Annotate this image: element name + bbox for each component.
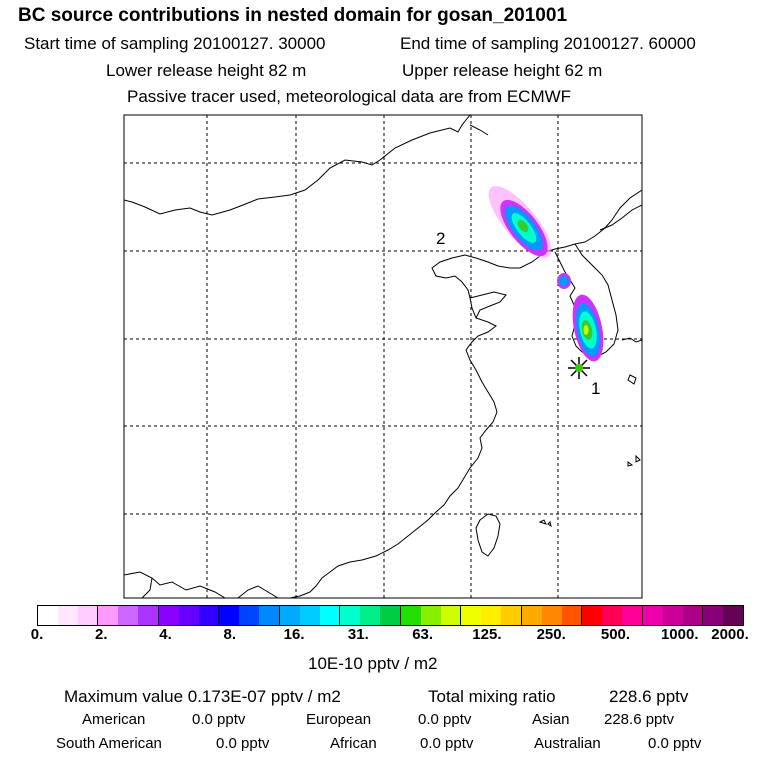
colorbar-units: 10E-10 pptv / m2 [308, 654, 438, 673]
colorbar-tick-label: 31. [347, 626, 369, 643]
colorbar-tick-label: 500. [600, 626, 631, 643]
colorbar-tick-label: 8. [223, 626, 237, 643]
upper-release-label: Upper release height 62 m [402, 61, 603, 80]
colorbar-swatch [561, 606, 583, 625]
start-time-label: Start time of sampling 20100127. 30000 [24, 34, 326, 53]
marker-label-2: 2 [436, 229, 445, 248]
european-label: European [306, 711, 372, 728]
colorbar-swatch [360, 606, 381, 625]
colorbar-swatch [501, 606, 522, 625]
colorbar-swatch [521, 606, 542, 625]
tracer-note: Passive tracer used, meteorological data… [127, 87, 572, 106]
colorbar [37, 605, 744, 626]
total-mixing-ratio-label: Total mixing ratio [428, 687, 556, 706]
map-frame [123, 114, 643, 599]
total-mixing-ratio-value: 228.6 pptv [609, 687, 689, 706]
colorbar-tick-label: 250. [536, 626, 566, 643]
colorbar-swatch [400, 606, 421, 625]
marker-label-1: 1 [591, 379, 600, 398]
colorbar-tick-label: 16. [283, 626, 305, 643]
colorbar-swatch [118, 606, 139, 625]
african-label: African [330, 735, 377, 752]
colorbar-swatch [642, 606, 663, 625]
maximum-value: Maximum value 0.173E-07 pptv / m2 [64, 687, 341, 706]
colorbar-tick-label: 63. [412, 626, 434, 643]
colorbar-swatch [440, 606, 462, 625]
colorbar-swatch [461, 606, 482, 625]
colorbar-swatch [380, 606, 401, 625]
colorbar-swatch [622, 606, 643, 625]
australian-label: Australian [534, 735, 601, 752]
colorbar-swatch [662, 606, 683, 625]
colorbar-swatch [299, 606, 320, 625]
release-site-marker [568, 357, 590, 379]
colorbar-swatch [420, 606, 441, 625]
colorbar-swatch [57, 606, 78, 625]
colorbar-swatch [582, 606, 603, 625]
colorbar-swatch [138, 606, 159, 625]
colorbar-tick-label: 2. [95, 626, 108, 643]
map-plot: 2 1 [123, 114, 643, 599]
colorbar-tick-label: 125. [472, 626, 502, 643]
colorbar-swatch [158, 606, 179, 625]
lower-release-label: Lower release height 82 m [106, 61, 307, 80]
asian-value: 228.6 pptv [604, 711, 675, 728]
colorbar-swatch [198, 606, 220, 625]
colorbar-swatch [602, 606, 623, 625]
plume-small [557, 273, 571, 289]
colorbar-swatch [319, 606, 341, 625]
colorbar-swatch [541, 606, 562, 625]
american-label: American [82, 711, 146, 728]
colorbar-swatch [279, 606, 300, 625]
asian-label: Asian [532, 711, 570, 728]
plume-korea [572, 294, 604, 362]
colorbar-tick-label: 4. [159, 626, 172, 643]
colorbar-swatch [219, 606, 240, 625]
lat-lon-grid [124, 115, 642, 598]
end-time-label: End time of sampling 20100127. 60000 [400, 34, 696, 53]
colorbar-swatch [178, 606, 199, 625]
african-value: 0.0 pptv [420, 735, 474, 752]
colorbar-swatch [77, 606, 99, 625]
colorbar-swatch [340, 606, 361, 625]
colorbar-swatch [481, 606, 502, 625]
colorbar-swatch [98, 606, 119, 625]
colorbar-swatch [239, 606, 260, 625]
south-american-label: South American [56, 735, 162, 752]
colorbar-tick-label: 2000. [711, 626, 749, 643]
colorbar-swatch [703, 606, 724, 625]
colorbar-tick-label: 1000. [660, 626, 699, 643]
colorbar-swatch [259, 606, 280, 625]
colorbar-swatch [682, 606, 704, 625]
colorbar-tick-label: 0. [30, 626, 44, 643]
coastlines [124, 115, 642, 598]
south-american-value: 0.0 pptv [216, 735, 270, 752]
plume-north [488, 186, 552, 258]
colorbar-swatch [38, 606, 58, 625]
plot-title: BC source contributions in nested domain… [18, 5, 568, 26]
australian-value: 0.0 pptv [648, 735, 702, 752]
map-content [124, 115, 642, 598]
european-value: 0.0 pptv [418, 711, 472, 728]
colorbar-swatch [723, 606, 743, 625]
american-value: 0.0 pptv [192, 711, 246, 728]
